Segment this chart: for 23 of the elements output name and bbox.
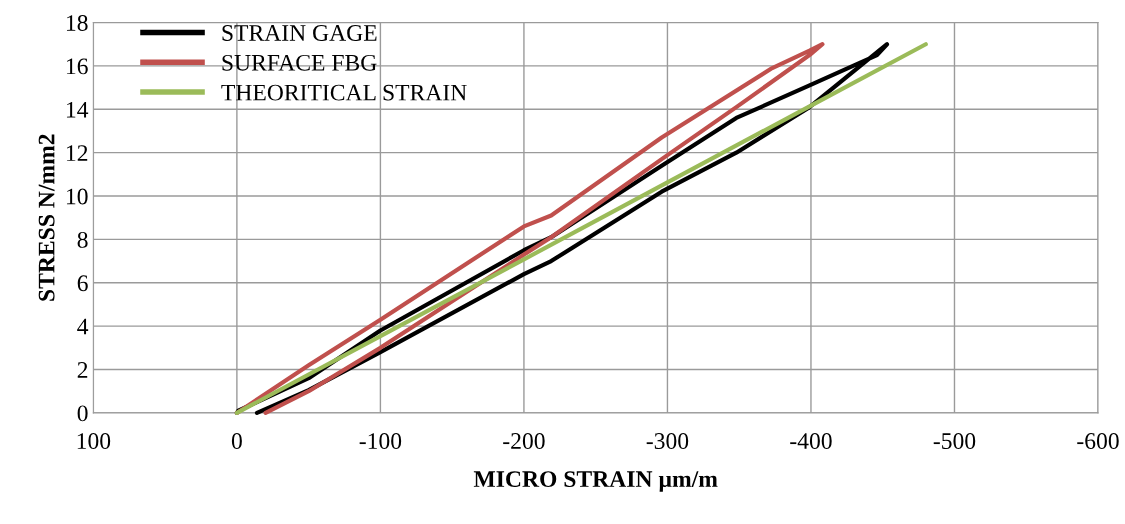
y-tick-label: 10 (66, 188, 88, 205)
y-tick-label: 4 (77, 318, 89, 335)
y-tick-label: 16 (66, 58, 88, 75)
x-tick-label: 0 (231, 433, 242, 449)
y-tick-label: 8 (77, 231, 88, 248)
y-tick-label: 6 (77, 275, 88, 292)
y-tick-label: 2 (77, 362, 88, 378)
y-tick-label: 14 (66, 101, 89, 118)
legend-label: THEORITICAL STRAIN (221, 84, 467, 101)
y-tick-label: 0 (77, 405, 88, 422)
x-tick-label: -600 (1077, 433, 1119, 449)
y-axis-title: STRESS N/mm2 (38, 134, 55, 301)
x-tick-label: -400 (790, 433, 832, 449)
legend-label: SURFACE FBG (222, 54, 377, 71)
x-tick-label: -500 (933, 433, 976, 449)
y-tick-label: 18 (66, 15, 88, 31)
y-tick-label: 12 (66, 145, 88, 161)
x-axis-title: MICRO STRAIN µm/m (473, 471, 718, 492)
x-tick-label: 100 (77, 433, 111, 449)
x-tick-label: -100 (359, 433, 402, 449)
x-tick-label: -200 (503, 433, 545, 449)
legend-label: STRAIN GAGE (222, 25, 377, 41)
x-tick-label: -300 (646, 433, 689, 449)
